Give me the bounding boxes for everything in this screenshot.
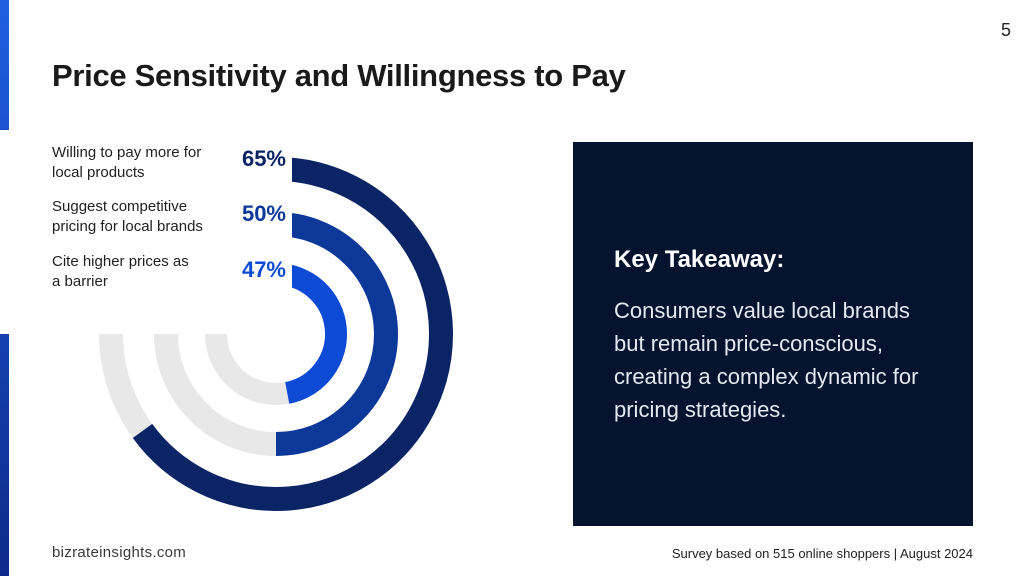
value-arc-3	[275, 263, 347, 404]
value-label-1: 65%	[242, 146, 286, 171]
takeaway-title: Key Takeaway:	[614, 246, 785, 273]
page-number: 5	[1000, 20, 1011, 40]
page-title: Price Sensitivity and Willingness to Pay	[52, 58, 626, 93]
value-label-3: 47%	[242, 257, 286, 282]
category-label-1-line-1: Willing to pay more for	[52, 144, 201, 161]
takeaway-body: Consumers value local brands but remain …	[614, 298, 919, 422]
category-label-2-line-2: pricing for local brands	[52, 218, 203, 235]
label-mask	[0, 130, 292, 334]
category-label-3-line-1: Cite higher prices as	[52, 253, 189, 270]
survey-source: Survey based on 515 online shoppers | Au…	[671, 546, 973, 561]
value-arc-2	[275, 212, 398, 456]
value-arc-1	[132, 157, 453, 511]
key-takeaway-panel: Key Takeaway: Consumers value local bran…	[573, 142, 973, 526]
category-label-2-line-1: Suggest competitive	[52, 198, 187, 215]
value-label-2: 50%	[242, 201, 286, 226]
brand-url: bizrateinsights.com	[52, 544, 187, 561]
category-label-3-line-2: a barrier	[52, 273, 108, 290]
category-label-1-line-2: local products	[52, 164, 145, 181]
